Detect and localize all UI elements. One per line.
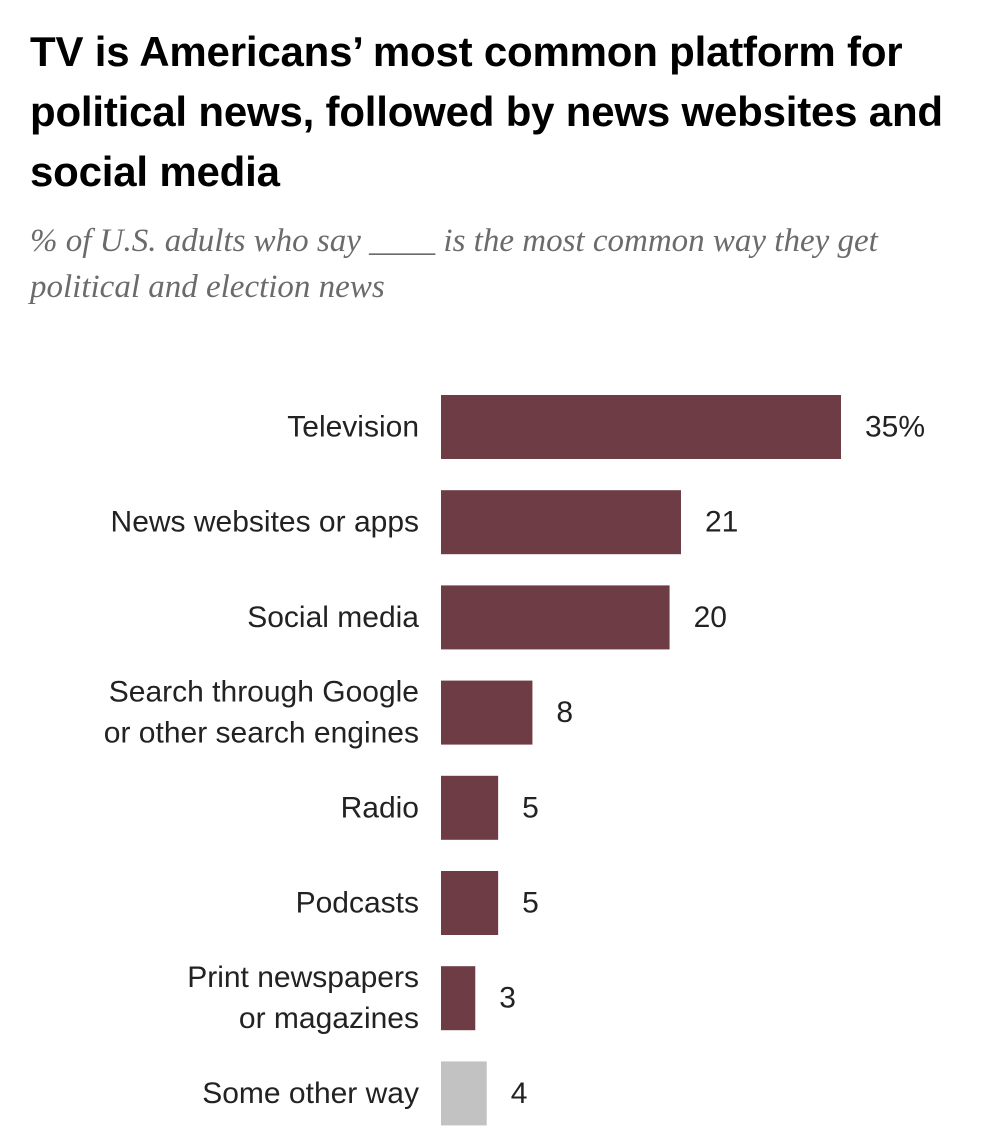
bar-0 — [441, 395, 841, 459]
chart-subtitle: % of U.S. adults who say ____ is the mos… — [30, 223, 878, 305]
value-label-1: 21 — [705, 506, 738, 539]
bar-5 — [441, 871, 499, 935]
value-label-6: 3 — [499, 982, 516, 1015]
value-label-0: 35% — [865, 411, 925, 444]
category-label-3-line-1: or other search engines — [104, 717, 419, 750]
category-label-4-line-0: Radio — [341, 791, 419, 824]
value-label-3: 8 — [556, 696, 573, 729]
category-label-7-line-0: Some other way — [202, 1077, 419, 1110]
category-label-0-line-0: Television — [287, 411, 419, 444]
bar-4 — [441, 775, 499, 840]
bar-3 — [441, 680, 533, 745]
value-label-5: 5 — [522, 887, 539, 920]
category-label-2-line-0: Social media — [247, 601, 419, 634]
bar-2 — [441, 585, 670, 650]
bar-1 — [441, 490, 681, 555]
category-label-6-line-1: or magazines — [239, 1002, 419, 1035]
category-label-3-line-0: Search through Google — [109, 676, 419, 709]
bar-7 — [441, 1061, 487, 1126]
category-label-6-line-0: Print newspapers — [187, 961, 419, 994]
bar-6 — [441, 966, 476, 1031]
value-label-7: 4 — [511, 1077, 528, 1110]
value-label-2: 20 — [694, 601, 727, 634]
chart-title: TV is Americans’ most common platform fo… — [30, 28, 943, 195]
value-label-4: 5 — [522, 791, 539, 824]
category-label-1-line-0: News websites or apps — [111, 506, 419, 539]
category-label-5-line-0: Podcasts — [296, 887, 419, 920]
